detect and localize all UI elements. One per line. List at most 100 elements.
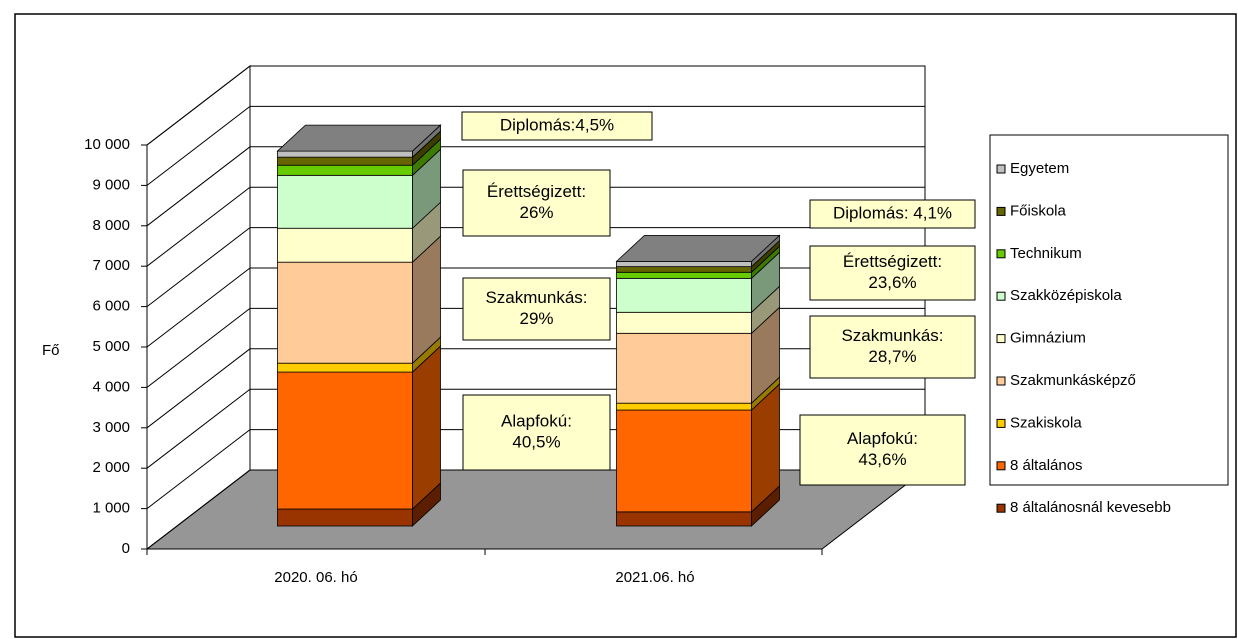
- legend-label: Szakiskola: [1010, 414, 1082, 431]
- annotation-text: Diplomás: 4,1%: [833, 203, 952, 222]
- bar-segment: [616, 285, 780, 335]
- annotation-box: [809, 315, 976, 379]
- annotation-text: Diplomás:4,5%: [500, 115, 614, 134]
- bar-front: [277, 362, 413, 373]
- bar-top: [276, 124, 442, 152]
- y-axis-label: Fő: [42, 342, 60, 359]
- bar-side-shade: [412, 139, 441, 176]
- bar-front: [277, 508, 413, 527]
- bar-side-shade: [412, 202, 441, 263]
- legend-swatch: [996, 503, 1006, 513]
- bar-front: [277, 261, 413, 364]
- bar-segment: [277, 345, 441, 510]
- legend-swatch: [996, 249, 1006, 259]
- bar-side-shade: [412, 337, 441, 373]
- x-tick-label: 2021.06. hó: [615, 569, 694, 586]
- y-tick-label: 8 000: [92, 217, 130, 234]
- y-tick-label: 5 000: [92, 338, 130, 355]
- bar-front: [616, 511, 752, 527]
- annotation-text: Alapfokú:: [501, 411, 572, 430]
- bar-segment: [616, 484, 780, 527]
- y-tick-label: 6 000: [92, 298, 130, 315]
- bar-side-shade: [412, 236, 441, 364]
- bar-front: [277, 227, 413, 263]
- bar-side-shade: [751, 307, 780, 404]
- annotation-box: [461, 111, 653, 141]
- bar-segment: [616, 306, 780, 405]
- legend-swatch: [996, 334, 1006, 344]
- annotation-text: 28,7%: [868, 347, 916, 366]
- y-tick-label: 7 000: [92, 257, 130, 274]
- bar-front: [616, 311, 752, 334]
- y-tick-label: 2 000: [92, 459, 130, 476]
- bar-segment: [277, 138, 441, 177]
- legend-label: Szakközépiskola: [1010, 287, 1122, 304]
- annotation-text: 26%: [519, 203, 553, 222]
- grid-line: [146, 227, 925, 307]
- annotation-text: 43,6%: [858, 450, 906, 469]
- bar-front: [616, 409, 752, 513]
- bar-segment: [277, 201, 441, 264]
- legend-label: Egyetem: [1010, 160, 1069, 177]
- legend-label: 8 általános: [1010, 457, 1083, 474]
- annotation-text: Érettségizett:: [843, 252, 942, 271]
- annotation-text: 29%: [519, 309, 553, 328]
- bar-segment: [277, 130, 441, 167]
- bar-side-shade: [751, 240, 780, 273]
- bar-segment: [616, 251, 780, 314]
- annotation-box: [462, 169, 611, 237]
- bar-front: [277, 174, 413, 229]
- annotation-box: [799, 414, 966, 486]
- x-tick-label: 2020. 06. hó: [274, 569, 357, 586]
- annotation-text: Szakmunkás:: [841, 326, 943, 345]
- bar-front: [616, 277, 752, 313]
- annotation-box: [809, 199, 976, 229]
- bar-front: [616, 402, 752, 411]
- annotation-box: [809, 245, 976, 301]
- bar-side-shade: [751, 235, 780, 267]
- bar-front: [616, 266, 752, 273]
- legend: [989, 134, 1229, 486]
- y-tick-label: 1 000: [92, 500, 130, 517]
- annotation-box: [462, 277, 611, 341]
- bar-side-shade: [412, 483, 441, 526]
- bar-side-shade: [751, 246, 780, 279]
- bar-front: [277, 150, 413, 158]
- bar-segment: [616, 383, 780, 513]
- y-tick-label: 3 000: [92, 419, 130, 436]
- bar-side-shade: [412, 131, 441, 166]
- bar-segment: [277, 235, 441, 365]
- bar-side-shade: [751, 377, 780, 411]
- y-tick-label: 4 000: [92, 378, 130, 395]
- bar-front: [616, 271, 752, 279]
- grid-line: [146, 186, 925, 267]
- bar-top: [615, 234, 781, 262]
- bar-side-shade: [751, 286, 780, 334]
- legend-label: 8 általánosnál kevesebb: [1010, 499, 1171, 516]
- annotation-box: [462, 394, 611, 471]
- grid-line: [146, 105, 925, 186]
- annotation-text: Alapfokú:: [847, 429, 918, 448]
- bar-front: [277, 156, 413, 166]
- legend-swatch: [996, 291, 1006, 301]
- legend-label: Gimnázium: [1010, 330, 1086, 347]
- grid-line: [146, 146, 925, 227]
- y-tick-label: 10 000: [84, 136, 130, 153]
- bar-front: [277, 371, 413, 510]
- bar-side-shade: [412, 125, 441, 158]
- legend-label: Technikum: [1010, 245, 1082, 262]
- legend-swatch: [996, 418, 1006, 428]
- bar-side-shade: [751, 485, 780, 526]
- grid-line: [146, 65, 925, 146]
- bar-front: [616, 260, 752, 268]
- y-tick-label: 9 000: [92, 176, 130, 193]
- bar-side-shade: [751, 384, 780, 512]
- annotation-text: Szakmunkás:: [485, 288, 587, 307]
- bar-front: [277, 164, 413, 176]
- legend-label: Szakmunkásképző: [1010, 372, 1136, 389]
- legend-swatch: [996, 164, 1006, 174]
- legend-swatch: [996, 376, 1006, 386]
- bar-front: [616, 332, 752, 404]
- bar-side-shade: [751, 252, 780, 313]
